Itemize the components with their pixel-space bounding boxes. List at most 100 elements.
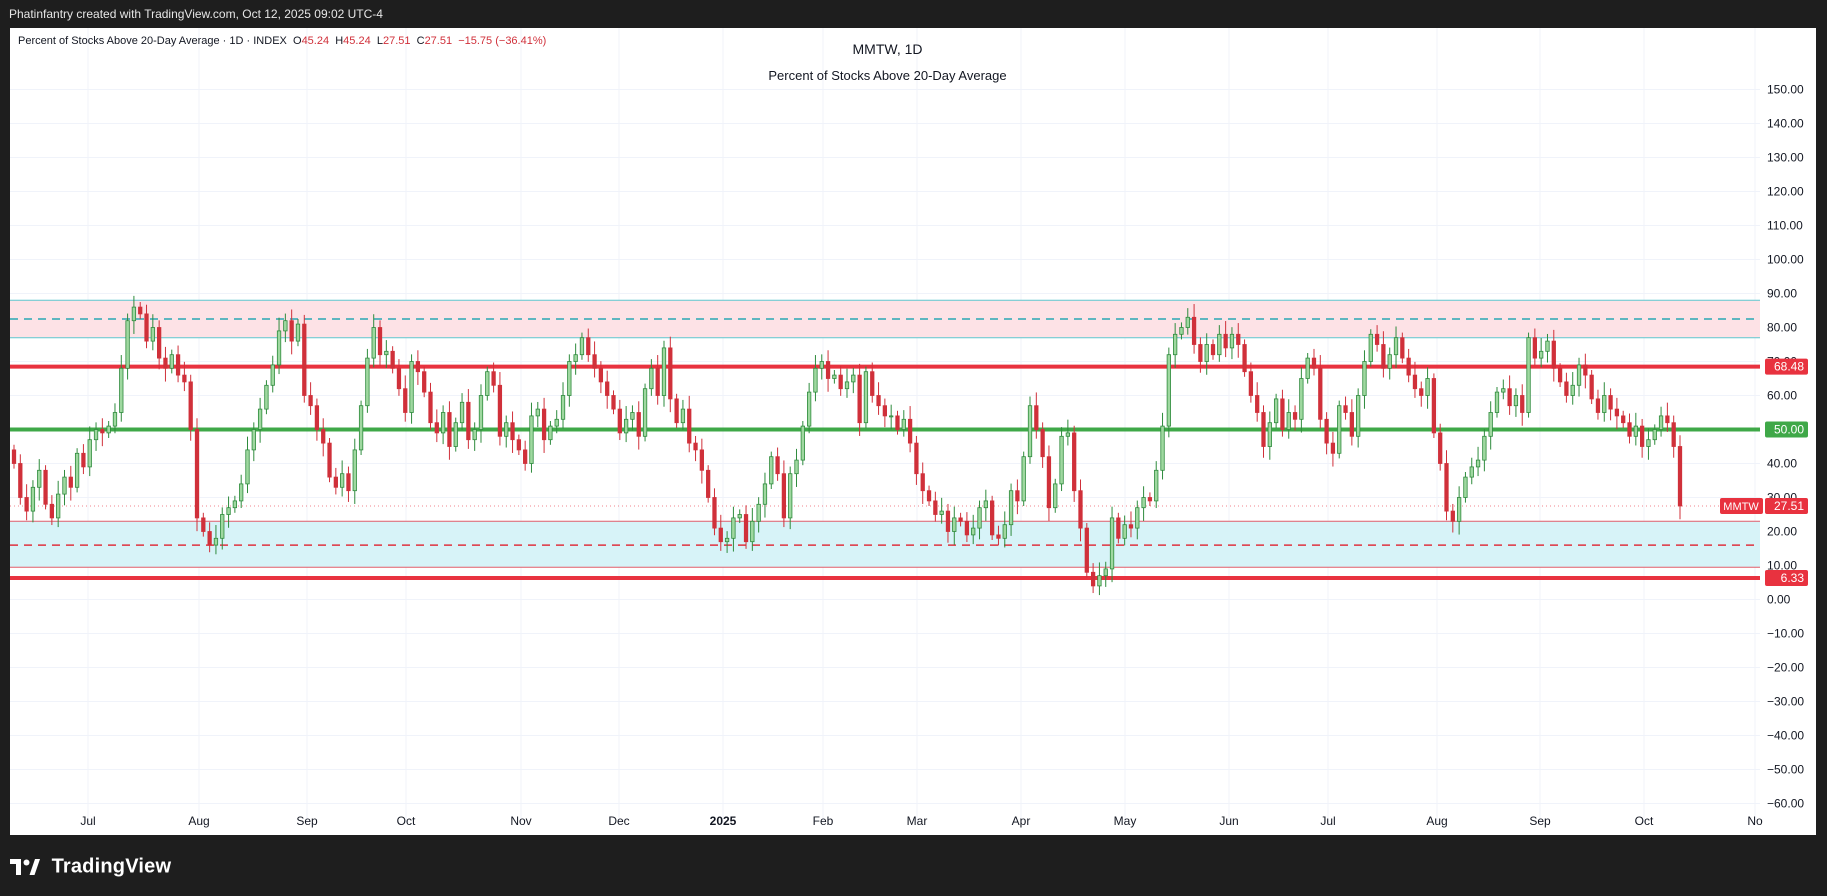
- tradingview-logo-icon: [10, 858, 40, 875]
- candle-body: [1507, 388, 1512, 407]
- candle-body: [1356, 395, 1361, 437]
- level-50.00-badge: [1765, 421, 1808, 438]
- candle-body: [1494, 391, 1500, 413]
- candle-body: [163, 357, 168, 369]
- candle-body: [630, 412, 635, 420]
- candle-body: [636, 412, 641, 437]
- candle-body: [964, 520, 970, 536]
- candle-body: [794, 459, 799, 475]
- y-tick-label: 10.00: [1767, 559, 1797, 573]
- candle-body: [1015, 490, 1020, 502]
- candle-body: [1248, 371, 1254, 396]
- candle-body: [1034, 405, 1039, 430]
- candle-body: [933, 500, 938, 515]
- candle-body: [1349, 412, 1354, 437]
- candle-body: [1173, 333, 1178, 356]
- candle-body: [1646, 439, 1651, 447]
- candle-body: [1633, 425, 1638, 437]
- candle-body: [832, 374, 837, 379]
- candle-body: [1318, 367, 1323, 420]
- y-tick-label: 150.00: [1767, 83, 1804, 97]
- candle-body: [245, 449, 250, 485]
- chart-description-title: Percent of Stocks Above 20-Day Average: [768, 68, 1007, 83]
- candle-body: [1305, 357, 1310, 379]
- candle-body: [1103, 568, 1108, 577]
- candle-body: [384, 350, 389, 356]
- candle-body: [24, 497, 29, 512]
- candle-body: [724, 537, 730, 543]
- candle-body: [1040, 429, 1045, 458]
- candle-body: [775, 456, 780, 475]
- candle-body: [1520, 395, 1525, 413]
- candle-body: [81, 452, 86, 468]
- candle-body: [1419, 388, 1424, 396]
- candle-body: [1671, 422, 1676, 447]
- candle-body: [466, 401, 471, 441]
- candle-body: [150, 327, 155, 342]
- candle-body: [1166, 354, 1171, 427]
- y-tick-label: −50.00: [1767, 763, 1804, 777]
- y-tick-label: 110.00: [1767, 219, 1803, 233]
- x-tick-label: Sep: [296, 814, 318, 828]
- candle-body: [1406, 357, 1411, 376]
- candlestick-chart[interactable]: 150.00 140.00 130.00 120.00 110.00 100.00 90.0…: [10, 28, 1816, 835]
- candle-body: [623, 418, 629, 434]
- candle-body: [983, 500, 988, 509]
- candle-body: [1665, 415, 1670, 424]
- candle-body: [605, 381, 610, 396]
- candle-body: [952, 517, 957, 532]
- candle-body: [74, 452, 80, 488]
- tradingview-footer[interactable]: TradingView: [10, 853, 171, 879]
- candle-body: [1463, 476, 1468, 498]
- candle-body: [529, 415, 534, 464]
- candle-body: [1412, 374, 1418, 390]
- support-zone: [10, 521, 1760, 568]
- candle-body: [1242, 344, 1247, 373]
- y-tick-label: 40.00: [1767, 457, 1797, 471]
- candle-body: [642, 388, 648, 437]
- y-tick-label: 80.00: [1767, 321, 1797, 335]
- candle-body: [1640, 425, 1645, 447]
- candle-body: [270, 364, 275, 386]
- candle-body: [1438, 432, 1443, 464]
- chart-panel[interactable]: 150.00 140.00 130.00 120.00 110.00 100.00 90.0…: [10, 28, 1816, 835]
- candle-body: [1053, 483, 1058, 509]
- candle-body: [737, 514, 742, 519]
- x-tick-label: Nov: [510, 814, 531, 828]
- candle-body: [220, 514, 225, 539]
- candle-body: [926, 490, 932, 502]
- x-tick-label: 2025: [710, 814, 737, 828]
- candle-body: [1059, 435, 1064, 485]
- candle-body: [1602, 395, 1607, 413]
- candle-body: [472, 429, 477, 441]
- legend-open-label: O: [293, 35, 302, 47]
- candle-body: [157, 327, 162, 359]
- candle-body: [478, 395, 484, 430]
- candle-body: [1551, 340, 1556, 369]
- candle-body: [1236, 333, 1241, 345]
- candle-body: [1475, 459, 1481, 468]
- candle-body: [939, 510, 944, 515]
- legend-name: Percent of Stocks Above 20-Day Average: [18, 35, 220, 47]
- candle-body: [1090, 571, 1096, 587]
- candle-body: [914, 442, 919, 475]
- candle-body: [1557, 367, 1563, 383]
- candle-body: [1425, 378, 1430, 396]
- candle-body: [447, 412, 452, 447]
- candle-body: [1608, 395, 1613, 410]
- candle-body: [1204, 344, 1209, 362]
- candle-body: [30, 486, 36, 512]
- candle-body: [1185, 316, 1190, 328]
- candle-body: [895, 415, 900, 430]
- candle-body: [838, 374, 843, 390]
- legend-interval: 1D: [229, 35, 244, 47]
- candle-body: [459, 401, 465, 424]
- legend-low: 27.51: [382, 35, 411, 47]
- x-tick-label: Oct: [1635, 814, 1654, 828]
- candle-body: [144, 313, 149, 342]
- candle-body: [346, 473, 351, 492]
- candle-body: [1482, 435, 1487, 461]
- candle-body: [283, 320, 288, 332]
- candle-body: [655, 367, 660, 396]
- candle-body: [554, 418, 559, 427]
